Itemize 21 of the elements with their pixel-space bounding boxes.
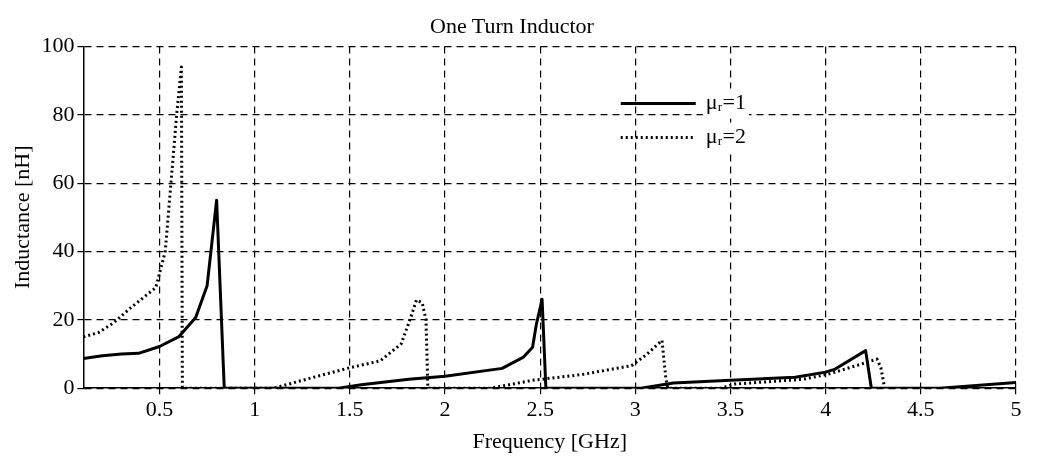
x-tick-label: 1 (249, 396, 261, 422)
legend-label: μᵣ=2 (705, 123, 747, 149)
legend-label: μᵣ=1 (705, 89, 747, 115)
y-tick-label: 60 (52, 168, 75, 194)
x-tick-label: 2 (439, 396, 451, 422)
x-tick-label: 1.5 (336, 396, 364, 422)
x-tick-label: 5 (1010, 396, 1022, 422)
y-tick-label: 40 (52, 237, 75, 263)
x-tick-label: 4.5 (907, 396, 935, 422)
x-tick-label: 4 (820, 396, 832, 422)
y-axis-title: Inductance [nH] (8, 145, 34, 290)
x-tick-label: 3 (629, 396, 641, 422)
y-tick-label: 20 (52, 305, 75, 331)
y-tick-label: 80 (52, 100, 75, 126)
x-tick-label: 3.5 (716, 396, 745, 422)
x-axis-title: Frequency [GHz] (472, 427, 627, 453)
y-tick-label: 100 (41, 32, 75, 58)
x-tick-label: 2.5 (526, 396, 554, 422)
x-tick-label: 0.5 (145, 396, 174, 422)
chart-title: One Turn Inductor (430, 12, 595, 38)
y-tick-label: 0 (63, 373, 75, 399)
